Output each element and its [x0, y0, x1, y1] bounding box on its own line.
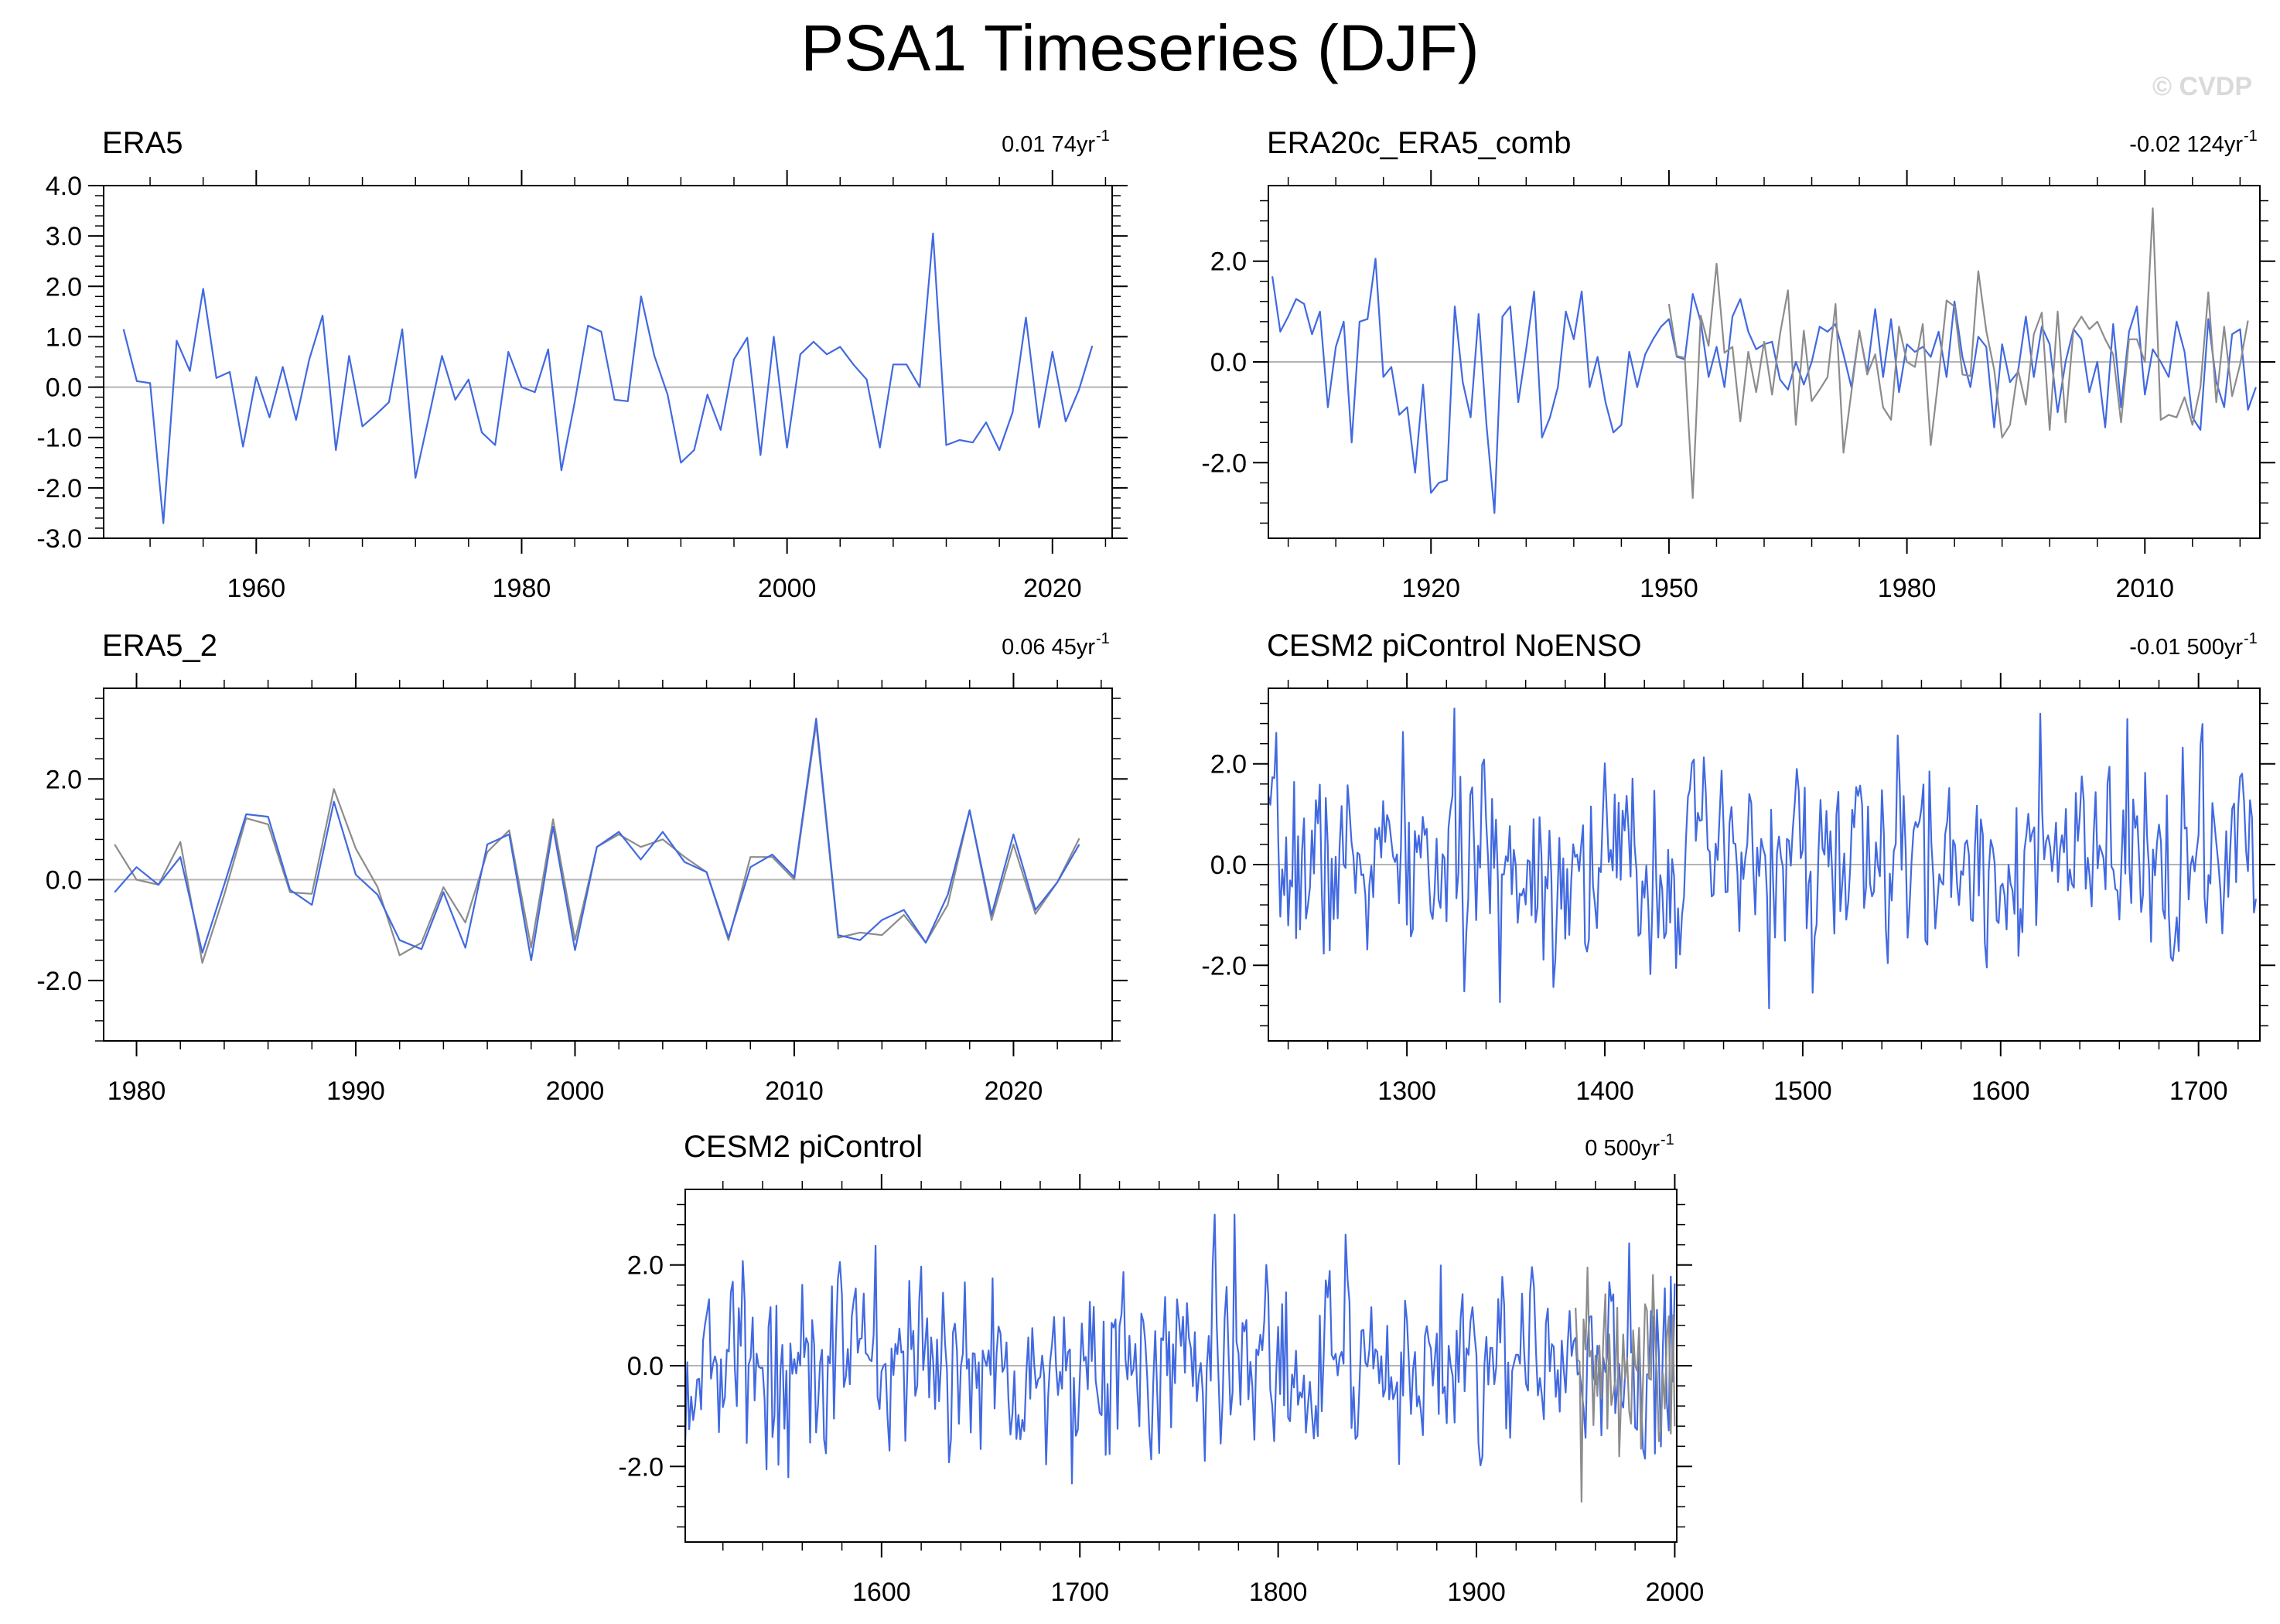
- series-line-cesm2-picontrol: [685, 1213, 1676, 1485]
- series-line-era5-2: [114, 717, 1080, 961]
- x-tick-label: 2000: [1646, 1578, 1705, 1607]
- panel-era5: ERA5 0.01 74yr -1 -3.0 -2.0 -1.0 0.0 1.0 2.0 3.0 4…: [36, 126, 1128, 603]
- page-title: PSA1 Timeseries (DJF): [800, 12, 1480, 84]
- plot-frame: [1268, 687, 2261, 1042]
- series-line-comparison: [114, 722, 1080, 964]
- y-tick-label: 2.0: [1210, 750, 1247, 780]
- series-line-comparison: [1667, 207, 2249, 500]
- x-tick-label: 1800: [1249, 1578, 1308, 1607]
- x-tick-label: 1980: [493, 574, 551, 603]
- plot-area: [122, 232, 1094, 524]
- trend-label: 0.01 74yr: [1002, 132, 1095, 157]
- y-tick-label: 0.0: [46, 374, 82, 403]
- x-tick-label: 1980: [108, 1076, 166, 1106]
- trend-superscript: -1: [2244, 128, 2258, 145]
- y-tick-label: -2.0: [1201, 951, 1247, 981]
- x-tick-label: 1900: [1447, 1578, 1506, 1607]
- trend-label: -0.01 500yr: [2129, 635, 2243, 660]
- y-tick-label: -2.0: [618, 1452, 664, 1482]
- panel-title: CESM2 piControl NoENSO: [1267, 629, 1642, 663]
- y-tick-label: 2.0: [627, 1251, 664, 1281]
- x-tick-label: 1700: [1050, 1578, 1109, 1607]
- x-tick-label: 2020: [1023, 574, 1082, 603]
- panel-cesm2-picontrol: CESM2 piControl 0 500yr -1 -2.0 0.0 2.0 1600 17…: [618, 1130, 1704, 1607]
- x-tick-label: 1400: [1575, 1076, 1634, 1106]
- x-tick-label: 1500: [1773, 1076, 1832, 1106]
- plot-frame: [1268, 185, 2261, 539]
- trend-label: 0 500yr: [1585, 1136, 1660, 1161]
- x-tick-label: 1300: [1377, 1076, 1436, 1106]
- y-tick-label: 2.0: [46, 765, 82, 794]
- x-tick-label: 2010: [765, 1076, 824, 1106]
- trend-superscript: -1: [1096, 128, 1110, 145]
- x-tick-label: 1600: [852, 1578, 911, 1607]
- x-tick-label: 2010: [2115, 574, 2174, 603]
- y-tick-label: 0.0: [46, 866, 82, 896]
- x-tick-label: 1700: [2169, 1076, 2228, 1106]
- plot-frame: [103, 687, 1113, 1042]
- trend-label: 0.06 45yr: [1002, 635, 1095, 660]
- y-tick-label: -2.0: [36, 967, 82, 996]
- watermark-text: © CVDP: [2152, 72, 2252, 101]
- series-line-era5: [122, 232, 1094, 524]
- plot-area: [685, 1213, 1676, 1503]
- y-tick-label: -3.0: [36, 524, 82, 554]
- y-tick-label: 2.0: [1210, 247, 1247, 277]
- x-tick-label: 2000: [546, 1076, 605, 1106]
- y-tick-label: 1.0: [46, 322, 82, 352]
- trend-superscript: -1: [1661, 1131, 1674, 1148]
- x-tick-label: 1990: [326, 1076, 385, 1106]
- y-tick-label: 4.0: [46, 172, 82, 201]
- panel-cesm2-picontrol-noenso: CESM2 piControl NoENSO -0.01 500yr -1 -2.0 0…: [1201, 629, 2275, 1106]
- y-tick-label: 0.0: [1210, 851, 1247, 880]
- x-tick-label: 1950: [1640, 574, 1698, 603]
- x-tick-label: 1920: [1401, 574, 1460, 603]
- series-line-era20c-era5-comb: [1271, 258, 2257, 514]
- series-line-cesm2-picontrol-noenso: [1268, 707, 2257, 1010]
- plot-frame: [684, 1189, 1678, 1543]
- trend-superscript: -1: [1096, 630, 1110, 647]
- trend-label: -0.02 124yr: [2129, 132, 2243, 157]
- panel-title: ERA20c_ERA5_comb: [1267, 126, 1572, 160]
- plot-area: [1271, 207, 2257, 514]
- plot-area: [1268, 707, 2257, 1010]
- x-tick-label: 1960: [227, 574, 285, 603]
- y-tick-label: -1.0: [36, 424, 82, 453]
- panel-era20c-era5-comb: ERA20c_ERA5_comb -0.02 124yr -1 -2.0 0.0 2.0 1…: [1201, 126, 2275, 603]
- y-tick-label: 2.0: [46, 272, 82, 302]
- plot-area: [114, 717, 1080, 964]
- x-tick-label: 1980: [1878, 574, 1937, 603]
- series-line-comparison: [1575, 1266, 1676, 1503]
- panel-title: ERA5: [102, 126, 183, 160]
- x-tick-label: 1600: [1971, 1076, 2030, 1106]
- y-tick-label: 3.0: [46, 222, 82, 251]
- trend-superscript: -1: [2244, 630, 2258, 647]
- plot-frame: [103, 185, 1113, 539]
- y-tick-label: 0.0: [627, 1352, 664, 1381]
- y-tick-label: -2.0: [1201, 449, 1247, 478]
- x-tick-label: 2020: [985, 1076, 1043, 1106]
- y-tick-label: 0.0: [1210, 348, 1247, 377]
- y-tick-label: -2.0: [36, 474, 82, 503]
- x-tick-label: 2000: [758, 574, 817, 603]
- panel-era5-2: ERA5_2 0.06 45yr -1 -2.0 0.0 2.0 1980 1990 2000 2…: [36, 629, 1128, 1106]
- panel-title: ERA5_2: [102, 629, 217, 663]
- panel-title: CESM2 piControl: [684, 1130, 923, 1164]
